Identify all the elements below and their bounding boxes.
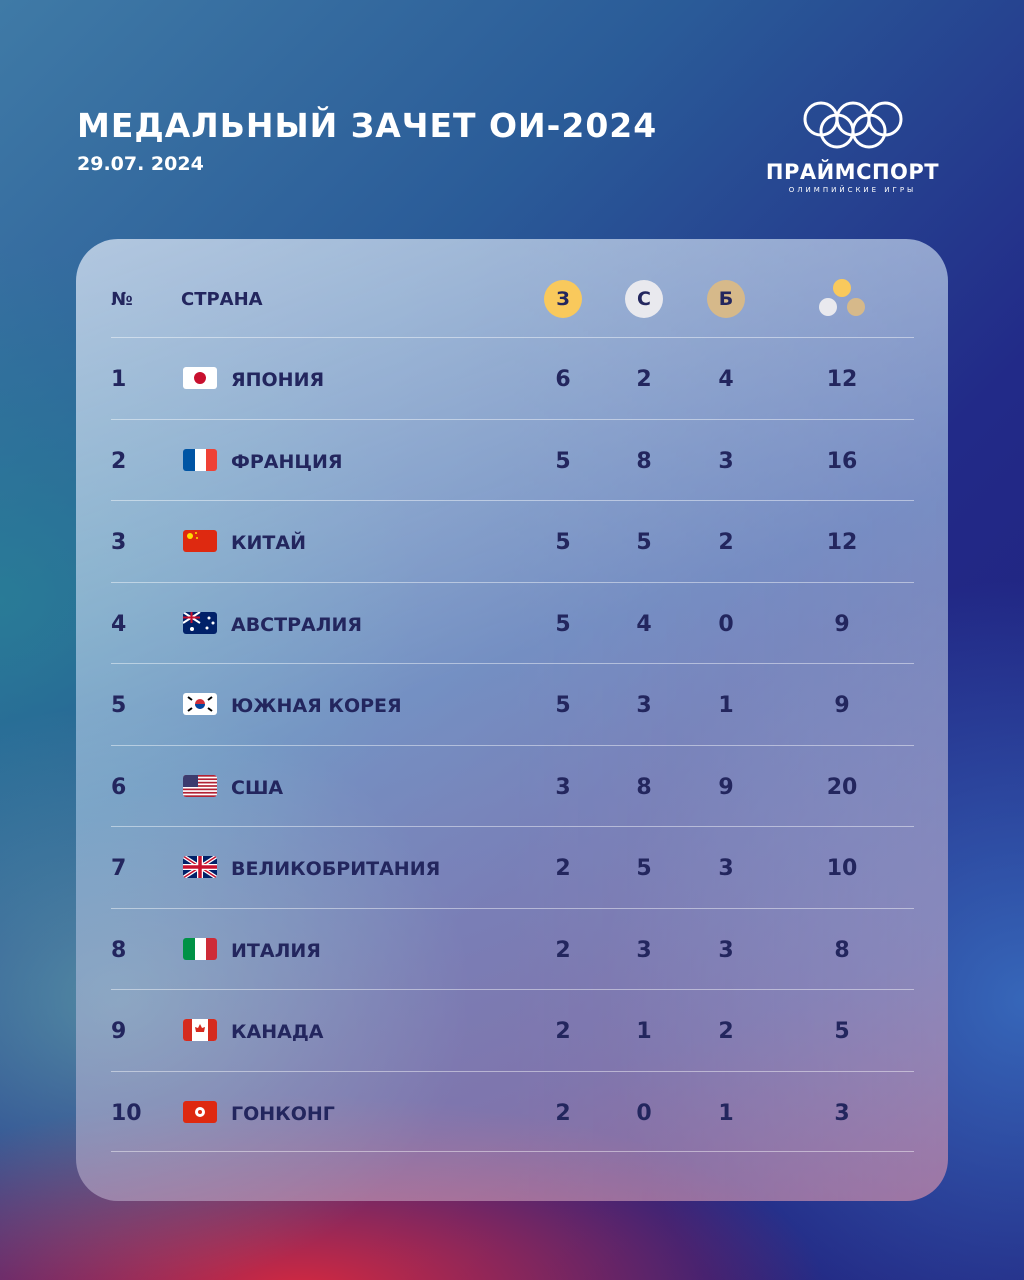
medals-total-icon bbox=[819, 279, 865, 316]
gold-count: 5 bbox=[555, 530, 571, 555]
bronze-count: 1 bbox=[718, 1100, 734, 1126]
brand-subtitle: ОЛИМПИЙСКИЕ ИГРЫ bbox=[788, 186, 917, 194]
gold-count: 2 bbox=[555, 937, 571, 963]
country-header: СТРАНА bbox=[181, 289, 263, 310]
country-name: КИТАЙ bbox=[231, 532, 306, 554]
rank: 1 bbox=[111, 367, 127, 392]
country-name: ВЕЛИКОБРИТАНИЯ bbox=[231, 858, 441, 880]
flag-fr-icon bbox=[183, 448, 217, 471]
table-row: 10 ГОНКОНГ 2 0 1 3 bbox=[111, 1070, 914, 1152]
silver-count: 3 bbox=[636, 937, 652, 963]
country-name: ЮЖНАЯ КОРЕЯ bbox=[231, 695, 402, 717]
flag-cn-icon bbox=[183, 530, 217, 552]
gold-count: 5 bbox=[555, 448, 571, 474]
table-header: № СТРАНА З С Б bbox=[76, 239, 948, 337]
bronze-count: 9 bbox=[718, 774, 734, 800]
bronze-count: 2 bbox=[718, 1019, 734, 1044]
rank: 4 bbox=[111, 611, 127, 637]
total-count: 8 bbox=[834, 937, 850, 963]
gold-count: 3 bbox=[555, 774, 571, 800]
bronze-count: 3 bbox=[718, 448, 734, 474]
medal-table: № СТРАНА З С Б 1 ЯПОНИЯ 6 2 4 12 2 ФРАНЦИ… bbox=[76, 239, 948, 1201]
total-count: 9 bbox=[834, 611, 850, 637]
silver-count: 5 bbox=[636, 856, 652, 881]
table-row: 9 КАНАДА 2 1 2 5 bbox=[111, 989, 914, 1071]
total-count: 5 bbox=[834, 1019, 850, 1044]
total-count: 12 bbox=[826, 530, 858, 555]
silver-count: 4 bbox=[636, 611, 652, 637]
flag-ca-icon bbox=[183, 1019, 217, 1041]
flag-us-icon bbox=[183, 774, 217, 797]
rank: 10 bbox=[111, 1100, 142, 1126]
table-row: 2 ФРАНЦИЯ 5 8 3 16 bbox=[111, 418, 914, 501]
table-row: 8 ИТАЛИЯ 2 3 3 8 bbox=[111, 907, 914, 990]
country-name: ГОНКОНГ bbox=[231, 1102, 335, 1125]
country-name: ИТАЛИЯ bbox=[231, 939, 321, 962]
rank: 8 bbox=[111, 937, 127, 963]
rank: 9 bbox=[111, 1019, 127, 1044]
date-label: 29.07. 2024 bbox=[77, 153, 204, 175]
rank: 6 bbox=[111, 774, 127, 800]
flag-gb-icon bbox=[183, 856, 217, 878]
flag-hk-icon bbox=[183, 1100, 217, 1123]
total-count: 16 bbox=[826, 448, 858, 474]
brand-name: ПРАЙМСПОРТ bbox=[765, 160, 940, 184]
country-name: ФРАНЦИЯ bbox=[231, 450, 343, 473]
bronze-count: 3 bbox=[718, 856, 734, 881]
silver-count: 2 bbox=[636, 367, 652, 392]
table-row: 1 ЯПОНИЯ 6 2 4 12 bbox=[111, 337, 914, 419]
country-name: ЯПОНИЯ bbox=[231, 369, 325, 391]
total-count: 9 bbox=[834, 693, 850, 718]
table-row: 6 США 3 8 9 20 bbox=[111, 744, 914, 827]
total-count: 12 bbox=[826, 367, 858, 392]
table-row: 4 АВСТРАЛИЯ 5 4 0 9 bbox=[111, 581, 914, 664]
country-name: США bbox=[231, 776, 284, 799]
silver-medal-icon: С bbox=[625, 280, 663, 318]
total-count: 20 bbox=[826, 774, 858, 800]
flag-it-icon bbox=[183, 937, 217, 960]
rank: 5 bbox=[111, 693, 127, 718]
gold-count: 2 bbox=[555, 1019, 571, 1044]
olympic-rings-icon bbox=[803, 101, 902, 149]
silver-count: 8 bbox=[636, 448, 652, 474]
rank-header: № bbox=[111, 289, 133, 310]
silver-count: 3 bbox=[636, 693, 652, 718]
silver-count: 5 bbox=[636, 530, 652, 555]
silver-count: 0 bbox=[636, 1100, 652, 1126]
silver-count: 8 bbox=[636, 774, 652, 800]
gold-count: 2 bbox=[555, 856, 571, 881]
table-row: 7 ВЕЛИКОБРИТАНИЯ 2 5 3 10 bbox=[111, 826, 914, 908]
rank: 3 bbox=[111, 530, 127, 555]
country-name: КАНАДА bbox=[231, 1021, 324, 1043]
gold-medal-icon: З bbox=[544, 280, 582, 318]
silver-count: 1 bbox=[636, 1019, 652, 1044]
bronze-medal-icon: Б bbox=[707, 280, 745, 318]
page-title: МЕДАЛЬНЫЙ ЗАЧЕТ ОИ-2024 bbox=[77, 106, 658, 145]
gold-count: 5 bbox=[555, 611, 571, 637]
gold-count: 5 bbox=[555, 693, 571, 718]
total-count: 3 bbox=[834, 1100, 850, 1126]
flag-jp-icon bbox=[183, 367, 217, 389]
table-row: 5 ЮЖНАЯ КОРЕЯ 5 3 1 9 bbox=[111, 663, 914, 745]
country-name: АВСТРАЛИЯ bbox=[231, 613, 363, 636]
bronze-count: 3 bbox=[718, 937, 734, 963]
logo: ПРАЙМСПОРТ ОЛИМПИЙСКИЕ ИГРЫ bbox=[755, 100, 950, 194]
flag-au-icon bbox=[183, 611, 217, 634]
flag-kr-icon bbox=[183, 693, 217, 715]
bronze-count: 1 bbox=[718, 693, 734, 718]
bronze-count: 0 bbox=[718, 611, 734, 637]
bronze-count: 2 bbox=[718, 530, 734, 555]
table-row: 3 КИТАЙ 5 5 2 12 bbox=[111, 500, 914, 582]
gold-count: 6 bbox=[555, 367, 571, 392]
rank: 7 bbox=[111, 856, 127, 881]
gold-count: 2 bbox=[555, 1100, 571, 1126]
rank: 2 bbox=[111, 448, 127, 474]
total-count: 10 bbox=[826, 856, 858, 881]
bronze-count: 4 bbox=[718, 367, 734, 392]
